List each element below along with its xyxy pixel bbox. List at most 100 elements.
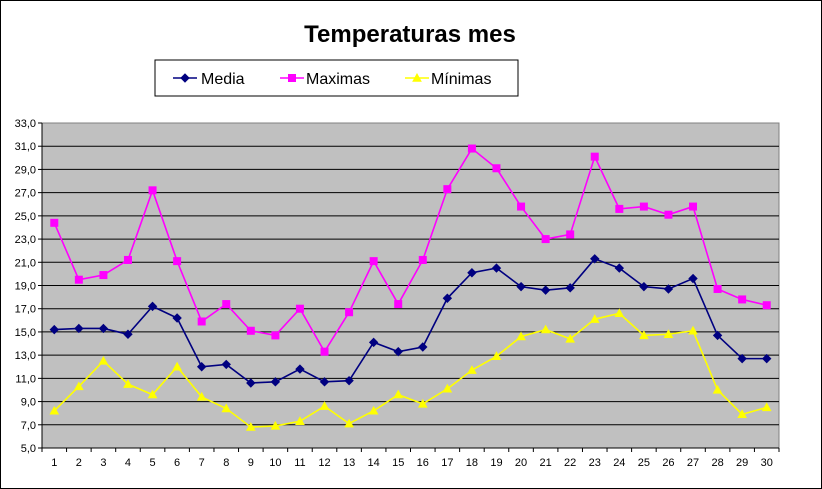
y-axis: 5,0 7,0 9,0 11,0 13,0 15,0 17,0 19,0 21,0 23,0 25,…	[15, 118, 43, 455]
y-tick-label: 5,0	[21, 443, 36, 455]
data-point	[615, 204, 624, 213]
data-point	[49, 405, 60, 415]
data-point	[197, 317, 206, 326]
data-point	[614, 308, 625, 318]
legend-label: Maximas	[306, 71, 370, 88]
legend-item: Media	[173, 71, 245, 88]
data-point	[492, 164, 501, 173]
data-point	[589, 314, 600, 323]
data-point	[541, 235, 550, 244]
x-tick-label: 26	[662, 457, 674, 469]
data-point	[737, 353, 747, 364]
data-point	[418, 255, 427, 264]
data-point	[172, 361, 182, 371]
data-point	[394, 300, 403, 309]
data-point	[196, 362, 207, 372]
x-tick-label: 18	[466, 457, 478, 469]
data-point	[393, 389, 404, 399]
data-point	[344, 375, 354, 386]
y-tick-label: 33,0	[15, 118, 36, 130]
data-point	[417, 398, 428, 408]
y-tick-label: 19,0	[15, 281, 36, 293]
x-tick-label: 12	[318, 457, 330, 469]
data-point	[639, 281, 649, 292]
data-point	[221, 359, 231, 370]
x-tick-label: 28	[711, 457, 723, 469]
x-tick-label: 4	[125, 457, 131, 469]
x-tick-label: 22	[564, 457, 576, 469]
data-point	[761, 402, 772, 412]
data-point	[246, 326, 255, 335]
series-line	[53, 312, 767, 428]
data-point	[467, 144, 476, 153]
x-tick-label: 1	[51, 457, 57, 469]
data-point	[172, 313, 182, 323]
data-point	[614, 263, 625, 273]
data-point	[173, 257, 182, 266]
y-tick-label: 23,0	[15, 234, 36, 246]
legend-marker	[412, 72, 422, 82]
data-point	[74, 275, 83, 284]
data-point	[123, 329, 133, 339]
data-point	[344, 418, 354, 428]
gridlines	[42, 145, 779, 426]
data-point	[99, 271, 108, 280]
data-point	[738, 295, 747, 304]
data-point	[516, 331, 526, 341]
data-point	[712, 330, 723, 341]
legend-item: Mínimas	[405, 71, 491, 88]
x-tick-label: 5	[149, 457, 155, 469]
data-point	[491, 263, 502, 273]
series-1	[50, 144, 771, 356]
data-point	[369, 257, 378, 266]
data-point	[442, 383, 453, 393]
data-point	[295, 416, 305, 426]
data-point	[762, 301, 771, 310]
data-point	[517, 202, 526, 211]
data-point	[74, 323, 84, 334]
data-point	[295, 364, 305, 374]
data-point	[368, 337, 379, 348]
data-point	[196, 391, 207, 401]
y-tick-label: 29,0	[15, 164, 36, 176]
data-point	[639, 330, 649, 340]
x-tick-label: 7	[199, 457, 205, 469]
x-tick-label: 30	[761, 457, 773, 469]
data-point	[467, 268, 477, 278]
x-tick-label: 10	[269, 457, 281, 469]
x-tick-label: 29	[736, 457, 748, 469]
x-tick-label: 9	[248, 457, 254, 469]
series-layer	[49, 144, 772, 431]
x-axis: 1 2 3 4 5 6 7 8 9 10 11 12 13 14 15 16 17 18 19 20 21 22 23 24 2…	[41, 447, 780, 469]
data-point	[98, 323, 109, 334]
y-tick-label: 15,0	[15, 327, 36, 339]
legend: Media Maximas Mínimas	[154, 59, 519, 97]
data-point	[246, 378, 256, 388]
data-point	[540, 285, 551, 295]
data-point	[270, 377, 281, 387]
data-point	[147, 389, 158, 399]
data-point	[516, 281, 526, 292]
data-point	[689, 202, 698, 211]
y-tick-label: 25,0	[15, 211, 36, 223]
y-tick-label: 13,0	[15, 350, 36, 362]
legend-box	[154, 59, 519, 97]
data-point	[737, 409, 747, 419]
legend-label: Mínimas	[431, 71, 491, 88]
data-point	[663, 284, 674, 294]
legend-marker	[180, 73, 190, 83]
data-point	[565, 333, 576, 343]
data-point	[442, 293, 453, 303]
data-point	[295, 304, 304, 313]
x-tick-label: 11	[294, 457, 305, 469]
data-point	[540, 324, 551, 334]
data-point	[418, 342, 428, 352]
x-tick-label: 3	[100, 457, 106, 469]
series-0	[49, 254, 772, 388]
chart-title: Temperaturas mes	[304, 21, 516, 48]
legend-label: Media	[201, 71, 245, 88]
data-point	[639, 202, 648, 211]
x-tick-label: 8	[223, 457, 229, 469]
data-point	[345, 308, 354, 317]
